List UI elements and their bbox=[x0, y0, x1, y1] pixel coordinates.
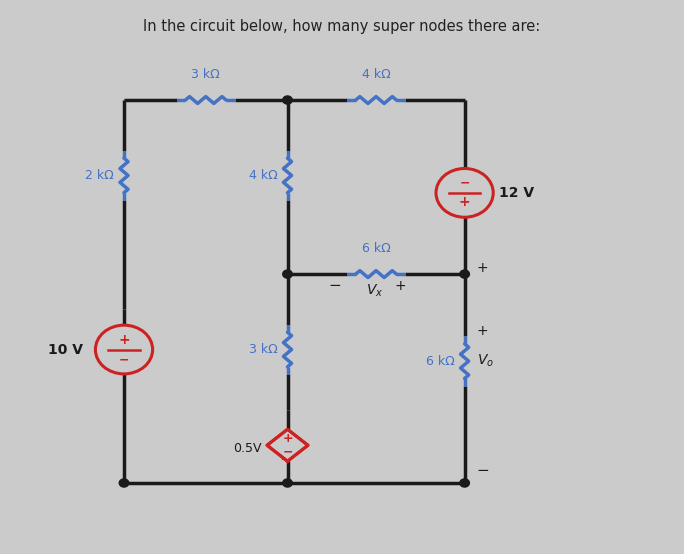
Circle shape bbox=[460, 479, 469, 487]
Circle shape bbox=[460, 270, 469, 278]
Circle shape bbox=[436, 168, 493, 217]
Text: −: − bbox=[477, 463, 490, 478]
Text: +: + bbox=[459, 195, 471, 209]
Polygon shape bbox=[267, 429, 308, 461]
Text: 2 kΩ: 2 kΩ bbox=[85, 169, 114, 182]
Text: In the circuit below, how many super nodes there are:: In the circuit below, how many super nod… bbox=[144, 19, 540, 34]
Text: $V_x$: $V_x$ bbox=[366, 282, 383, 299]
Text: 12 V: 12 V bbox=[499, 186, 534, 200]
Text: +: + bbox=[394, 279, 406, 293]
Text: 3 kΩ: 3 kΩ bbox=[248, 343, 277, 356]
Text: 6 kΩ: 6 kΩ bbox=[425, 355, 454, 368]
Text: 4 kΩ: 4 kΩ bbox=[248, 169, 277, 182]
Text: $x$: $x$ bbox=[280, 452, 289, 462]
Circle shape bbox=[282, 96, 292, 104]
Text: 0.5V: 0.5V bbox=[233, 442, 261, 455]
Text: +: + bbox=[477, 261, 488, 275]
Text: +: + bbox=[477, 324, 488, 338]
Text: +: + bbox=[282, 432, 293, 445]
Text: 4 kΩ: 4 kΩ bbox=[362, 68, 391, 81]
Circle shape bbox=[282, 479, 292, 487]
Text: 10 V: 10 V bbox=[48, 342, 83, 357]
Circle shape bbox=[119, 479, 129, 487]
Circle shape bbox=[95, 325, 153, 374]
Text: $V_o$: $V_o$ bbox=[477, 353, 494, 370]
Text: −: − bbox=[119, 353, 129, 366]
Text: 3 kΩ: 3 kΩ bbox=[192, 68, 220, 81]
Text: −: − bbox=[282, 446, 293, 459]
Circle shape bbox=[282, 270, 292, 278]
Text: +: + bbox=[118, 334, 130, 347]
Text: −: − bbox=[329, 278, 341, 293]
Text: −: − bbox=[460, 176, 470, 189]
Text: 6 kΩ: 6 kΩ bbox=[362, 242, 391, 255]
